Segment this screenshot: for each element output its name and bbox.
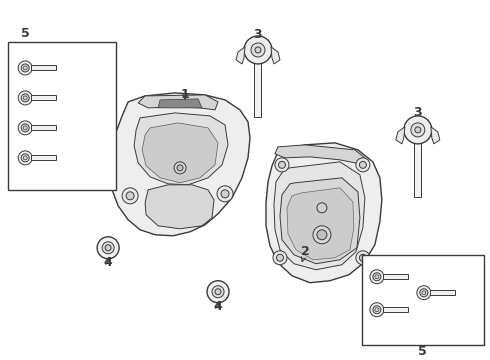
Circle shape — [375, 308, 379, 312]
Polygon shape — [431, 127, 440, 144]
Circle shape — [21, 64, 29, 72]
Text: 4: 4 — [214, 300, 222, 313]
Circle shape — [207, 281, 229, 303]
Polygon shape — [142, 123, 218, 183]
Circle shape — [23, 156, 27, 160]
Circle shape — [370, 303, 384, 317]
Text: 5: 5 — [418, 345, 427, 358]
Circle shape — [102, 242, 114, 254]
Polygon shape — [383, 274, 408, 279]
Circle shape — [356, 251, 370, 265]
Circle shape — [273, 251, 287, 265]
Polygon shape — [31, 156, 56, 160]
Circle shape — [21, 94, 29, 102]
Circle shape — [18, 121, 32, 135]
Circle shape — [313, 226, 331, 244]
Circle shape — [174, 162, 186, 174]
Text: 1: 1 — [181, 89, 190, 102]
Polygon shape — [287, 188, 354, 260]
Polygon shape — [110, 93, 250, 236]
Text: 2: 2 — [300, 245, 309, 262]
Circle shape — [21, 124, 29, 132]
Polygon shape — [254, 56, 262, 117]
Polygon shape — [31, 66, 56, 71]
Polygon shape — [138, 95, 218, 110]
Circle shape — [370, 270, 384, 284]
Circle shape — [356, 158, 370, 172]
Circle shape — [317, 230, 327, 240]
Circle shape — [244, 36, 272, 64]
Circle shape — [359, 161, 367, 168]
Polygon shape — [266, 143, 382, 283]
Polygon shape — [134, 113, 228, 185]
Polygon shape — [236, 47, 245, 64]
Circle shape — [18, 61, 32, 75]
Circle shape — [375, 275, 379, 279]
Circle shape — [23, 126, 27, 130]
Circle shape — [97, 237, 119, 259]
Circle shape — [18, 151, 32, 165]
Polygon shape — [280, 178, 360, 264]
Polygon shape — [31, 95, 56, 100]
Circle shape — [126, 192, 134, 200]
Polygon shape — [158, 99, 202, 108]
Polygon shape — [274, 162, 365, 270]
Polygon shape — [383, 307, 408, 312]
Polygon shape — [275, 145, 365, 164]
Circle shape — [177, 165, 183, 171]
Circle shape — [276, 254, 283, 261]
Circle shape — [422, 291, 426, 295]
Text: 3: 3 — [414, 107, 422, 120]
Circle shape — [373, 273, 381, 281]
Circle shape — [221, 190, 229, 198]
Circle shape — [215, 289, 221, 295]
Polygon shape — [415, 136, 421, 197]
Circle shape — [251, 43, 265, 57]
Circle shape — [275, 158, 289, 172]
Circle shape — [415, 127, 421, 133]
Bar — [8, 42, 116, 190]
Polygon shape — [271, 47, 280, 64]
Circle shape — [278, 161, 286, 168]
Polygon shape — [430, 290, 455, 295]
Circle shape — [18, 91, 32, 105]
Circle shape — [212, 286, 224, 298]
Circle shape — [122, 188, 138, 204]
Circle shape — [105, 245, 111, 251]
Circle shape — [23, 66, 27, 70]
Text: 3: 3 — [254, 28, 262, 41]
Circle shape — [417, 286, 431, 300]
Circle shape — [255, 47, 261, 53]
Circle shape — [23, 96, 27, 100]
Circle shape — [411, 123, 425, 137]
Circle shape — [317, 203, 327, 213]
Circle shape — [359, 254, 367, 261]
Bar — [362, 255, 484, 345]
Polygon shape — [396, 127, 405, 144]
Text: 4: 4 — [104, 256, 113, 269]
Text: 5: 5 — [21, 27, 29, 40]
Circle shape — [420, 289, 428, 297]
Circle shape — [21, 154, 29, 162]
Polygon shape — [145, 185, 214, 229]
Circle shape — [217, 186, 233, 202]
Polygon shape — [31, 125, 56, 130]
Circle shape — [373, 306, 381, 314]
Circle shape — [404, 116, 432, 144]
